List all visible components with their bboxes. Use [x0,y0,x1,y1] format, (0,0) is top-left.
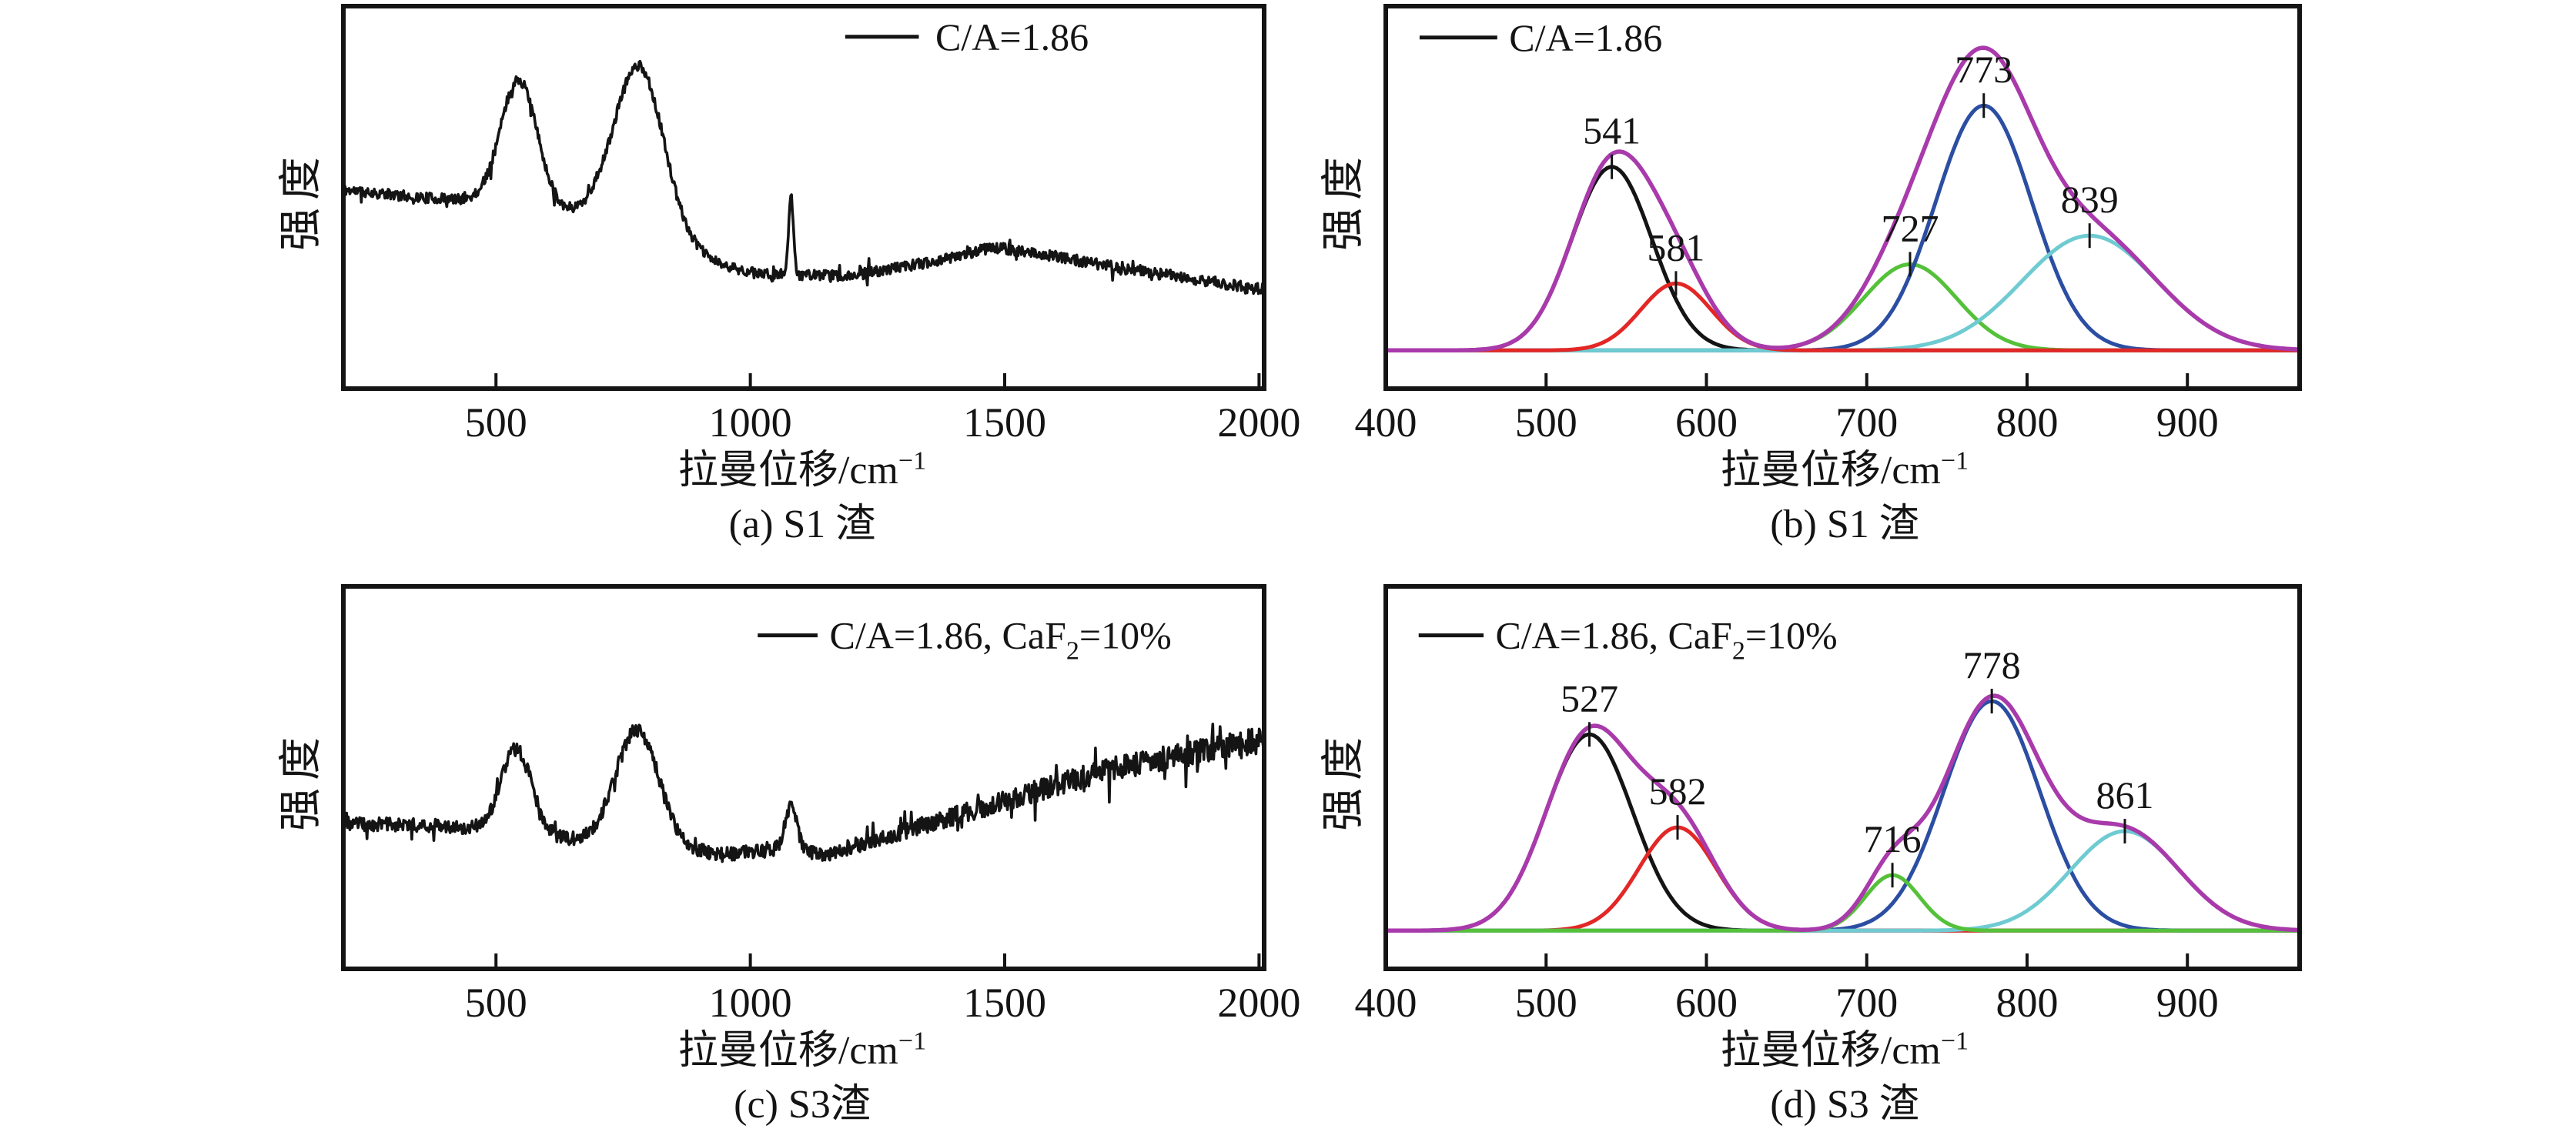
peak-label: 727 [1881,206,1939,249]
legend-label: C/A=1.86, CaF2=10% [829,614,1171,666]
raw-spectrum-trace [346,59,1262,296]
x-axis-tick-label: 700 [1835,980,1898,1026]
x-axis-tick-label: 800 [1996,399,2058,446]
peak-label: 839 [2061,178,2119,221]
x-axis-tick-label: 600 [1675,399,1738,446]
component-peak-778 [1388,699,2297,933]
x-axis-label-superscript: −1 [1940,446,1969,476]
peak-label: 778 [1963,643,2021,686]
x-axis-label-c: 拉曼位移/cm−1 [343,1027,1261,1073]
peak-label: 582 [1649,770,1707,813]
x-axis-label-d: 拉曼位移/cm−1 [1386,1027,2303,1073]
plot-border [1383,4,2302,391]
x-axis-tick-label: 500 [1515,399,1577,446]
component-peak-527 [1388,733,2297,933]
panel-caption-c: (c) S3渣 [734,1083,871,1127]
component-peak-581 [1388,281,2297,352]
x-axis-tick-label: 600 [1675,980,1738,1026]
peak-label: 527 [1561,676,1618,720]
envelope-curve [1388,45,2297,353]
x-axis-tick-label: 400 [1355,980,1417,1026]
panel-caption-a: (a) S1 渣 [728,503,876,546]
peak-label: 773 [1955,48,2012,91]
plot-border [341,584,1266,971]
x-axis-tick-label: 900 [2156,399,2219,446]
raw-spectrum-trace [346,723,1262,863]
x-axis-label-main: 拉曼位移/cm [1720,449,1941,493]
plot-a: 500 1000 1500 2000 C/A=1.86 [341,4,1300,446]
peak-label: 581 [1647,225,1705,269]
x-axis-tick-label: 800 [1996,980,2058,1026]
x-axis-tick-label: 500 [465,399,527,446]
x-axis-tick-label: 1500 [963,980,1046,1026]
component-peak-582 [1388,825,2297,933]
panel-d: 527 582 716 778 861 400 500 600 700 800 900 C/A=1.8… [1304,580,2374,1142]
x-axis-label-a: 拉曼位移/cm−1 [343,446,1261,493]
x-axis-tick-label: 1500 [963,399,1046,446]
plot-border [1383,584,2302,971]
peak-label: 716 [1864,817,1922,860]
x-axis-label-superscript: −1 [1940,1027,1969,1056]
envelope-curve [1388,693,2297,933]
x-axis-tick-label: 700 [1835,399,1898,446]
curves-a [346,59,1262,296]
panel-c: 500 1000 1500 2000 C/A=1.86, CaF2=10% 强度 拉曼位… [262,580,1332,1142]
x-axis-tick-label: 500 [465,980,527,1026]
panel-caption-b: (b) S1 渣 [1770,503,1919,546]
y-axis-label-c: 强度 [277,730,326,831]
legend-label: C/A=1.86 [1509,16,1662,59]
x-axis-tick-label: 900 [2156,980,2219,1026]
x-axis-label-superscript: −1 [898,446,927,476]
legend-label: C/A=1.86 [935,15,1089,58]
panel-b: 541 581 727 773 839 400 500 600 700 800 900 C/A=1.8… [1304,0,2374,562]
curves-d [1388,693,2297,933]
x-axis-tick-label: 400 [1355,399,1417,446]
x-axis-label-main: 拉曼位移/cm [1720,1029,1941,1073]
panel-a: 500 1000 1500 2000 C/A=1.86 强度 拉曼位移/cm−1 (a)… [262,0,1332,562]
x-axis-label-superscript: −1 [898,1027,927,1056]
x-axis-tick-label: 500 [1515,980,1577,1026]
plot-c: 500 1000 1500 2000 C/A=1.86, CaF2=10% [341,584,1300,1026]
x-axis-label-main: 拉曼位移/cm [677,1029,898,1073]
panel-caption-d: (d) S3 渣 [1770,1083,1919,1127]
y-axis-label-d: 强度 [1320,730,1368,831]
plot-border [341,4,1266,391]
y-axis-label-b: 强度 [1320,149,1368,251]
x-axis-tick-label: 1000 [709,980,792,1026]
peak-label: 541 [1583,109,1641,152]
plot-d: 527 582 716 778 861 400 500 600 700 800 900 C/A=1.8… [1355,584,2302,1026]
legend-label: C/A=1.86, CaF2=10% [1495,614,1837,666]
curves-c [346,723,1262,863]
x-axis-label-b: 拉曼位移/cm−1 [1386,446,2303,493]
x-axis-tick-label: 2000 [1217,980,1300,1026]
x-axis-label-main: 拉曼位移/cm [677,449,898,493]
plot-b: 541 581 727 773 839 400 500 600 700 800 900 C/A=1.8… [1355,4,2302,446]
x-axis-tick-label: 2000 [1217,399,1300,446]
x-axis-tick-label: 1000 [709,399,792,446]
peak-label: 861 [2096,773,2154,816]
component-peak-716 [1388,873,2297,933]
curves-b [1388,45,2297,353]
y-axis-label-a: 强度 [277,149,326,251]
